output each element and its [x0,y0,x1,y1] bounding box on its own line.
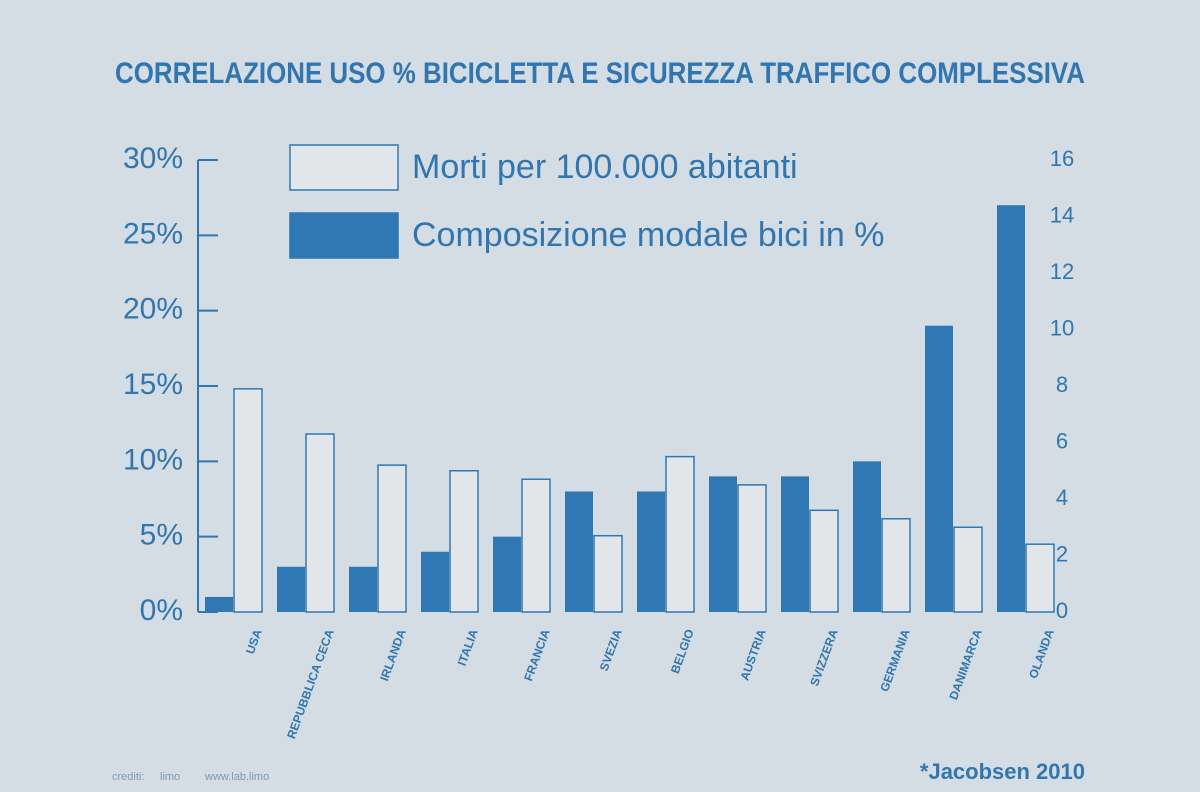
x-tick-label: FRANCIA [521,627,553,683]
bar [593,534,623,613]
x-tick-label: DANIMARCA [946,627,985,702]
bar [449,470,479,613]
y-tick-label: 25% [123,217,183,250]
x-tick-label: SVEZIA [597,627,625,673]
bar [809,509,839,613]
logo: limo [160,771,180,783]
bar [565,491,593,612]
bar [853,461,881,612]
y2-tick-label: 14 [1050,202,1074,227]
x-tick-label: ITALIA [455,627,481,668]
x-tick-label: IRLANDA [377,627,409,683]
bar [349,566,377,612]
y2-tick-label: 16 [1050,146,1074,171]
url: www.lab.limo [204,771,269,783]
x-tick-label: BELGIO [668,627,697,675]
legend-swatch [289,144,399,191]
legend-label: Composizione modale bici in % [412,216,884,254]
chart-title: CORRELAZIONE USO % BICICLETTA E SICUREZZ… [115,57,1085,90]
bar [637,491,665,612]
bar [665,455,695,613]
x-tick-label: REPUBBLICA CECA [284,627,337,741]
bar [953,526,983,613]
x-tick-label: AUSTRIA [737,627,769,682]
x-tick-label: USA [243,627,265,656]
y-tick-label: 10% [123,443,183,476]
y-tick-label: 20% [123,293,183,326]
y2-tick-label: 2 [1056,541,1068,566]
bar [737,484,767,613]
legend-label: Morti per 100.000 abitanti [412,148,798,186]
bar [421,551,449,612]
y-tick-label: 5% [140,519,183,552]
y2-tick-label: 12 [1050,259,1074,284]
bar [925,325,953,612]
bar [277,566,305,612]
y-tick-label: 15% [123,368,183,401]
bar [521,478,551,613]
bar [709,476,737,612]
credits: crediti: [112,771,144,783]
legend-swatch [289,212,399,259]
y2-tick-label: 8 [1056,372,1068,397]
bar [997,205,1025,612]
bar [493,536,521,612]
bar [1025,543,1055,613]
y-tick-label: 30% [123,142,183,175]
y-tick-label: 0% [140,594,183,627]
y2-tick-label: 4 [1056,485,1068,510]
y2-tick-label: 0 [1056,598,1068,623]
bar [377,464,407,613]
x-tick-label: OLANDA [1026,627,1057,680]
source: *Jacobsen 2010 [920,759,1085,784]
bar [205,596,233,612]
bar [233,388,263,613]
y2-tick-label: 6 [1056,428,1068,453]
y2-tick-label: 10 [1050,315,1074,340]
bar [781,476,809,612]
bar [305,433,335,613]
x-tick-label: SVIZZERA [807,627,841,688]
bar [881,518,911,613]
x-tick-label: GERMANIA [877,627,913,693]
